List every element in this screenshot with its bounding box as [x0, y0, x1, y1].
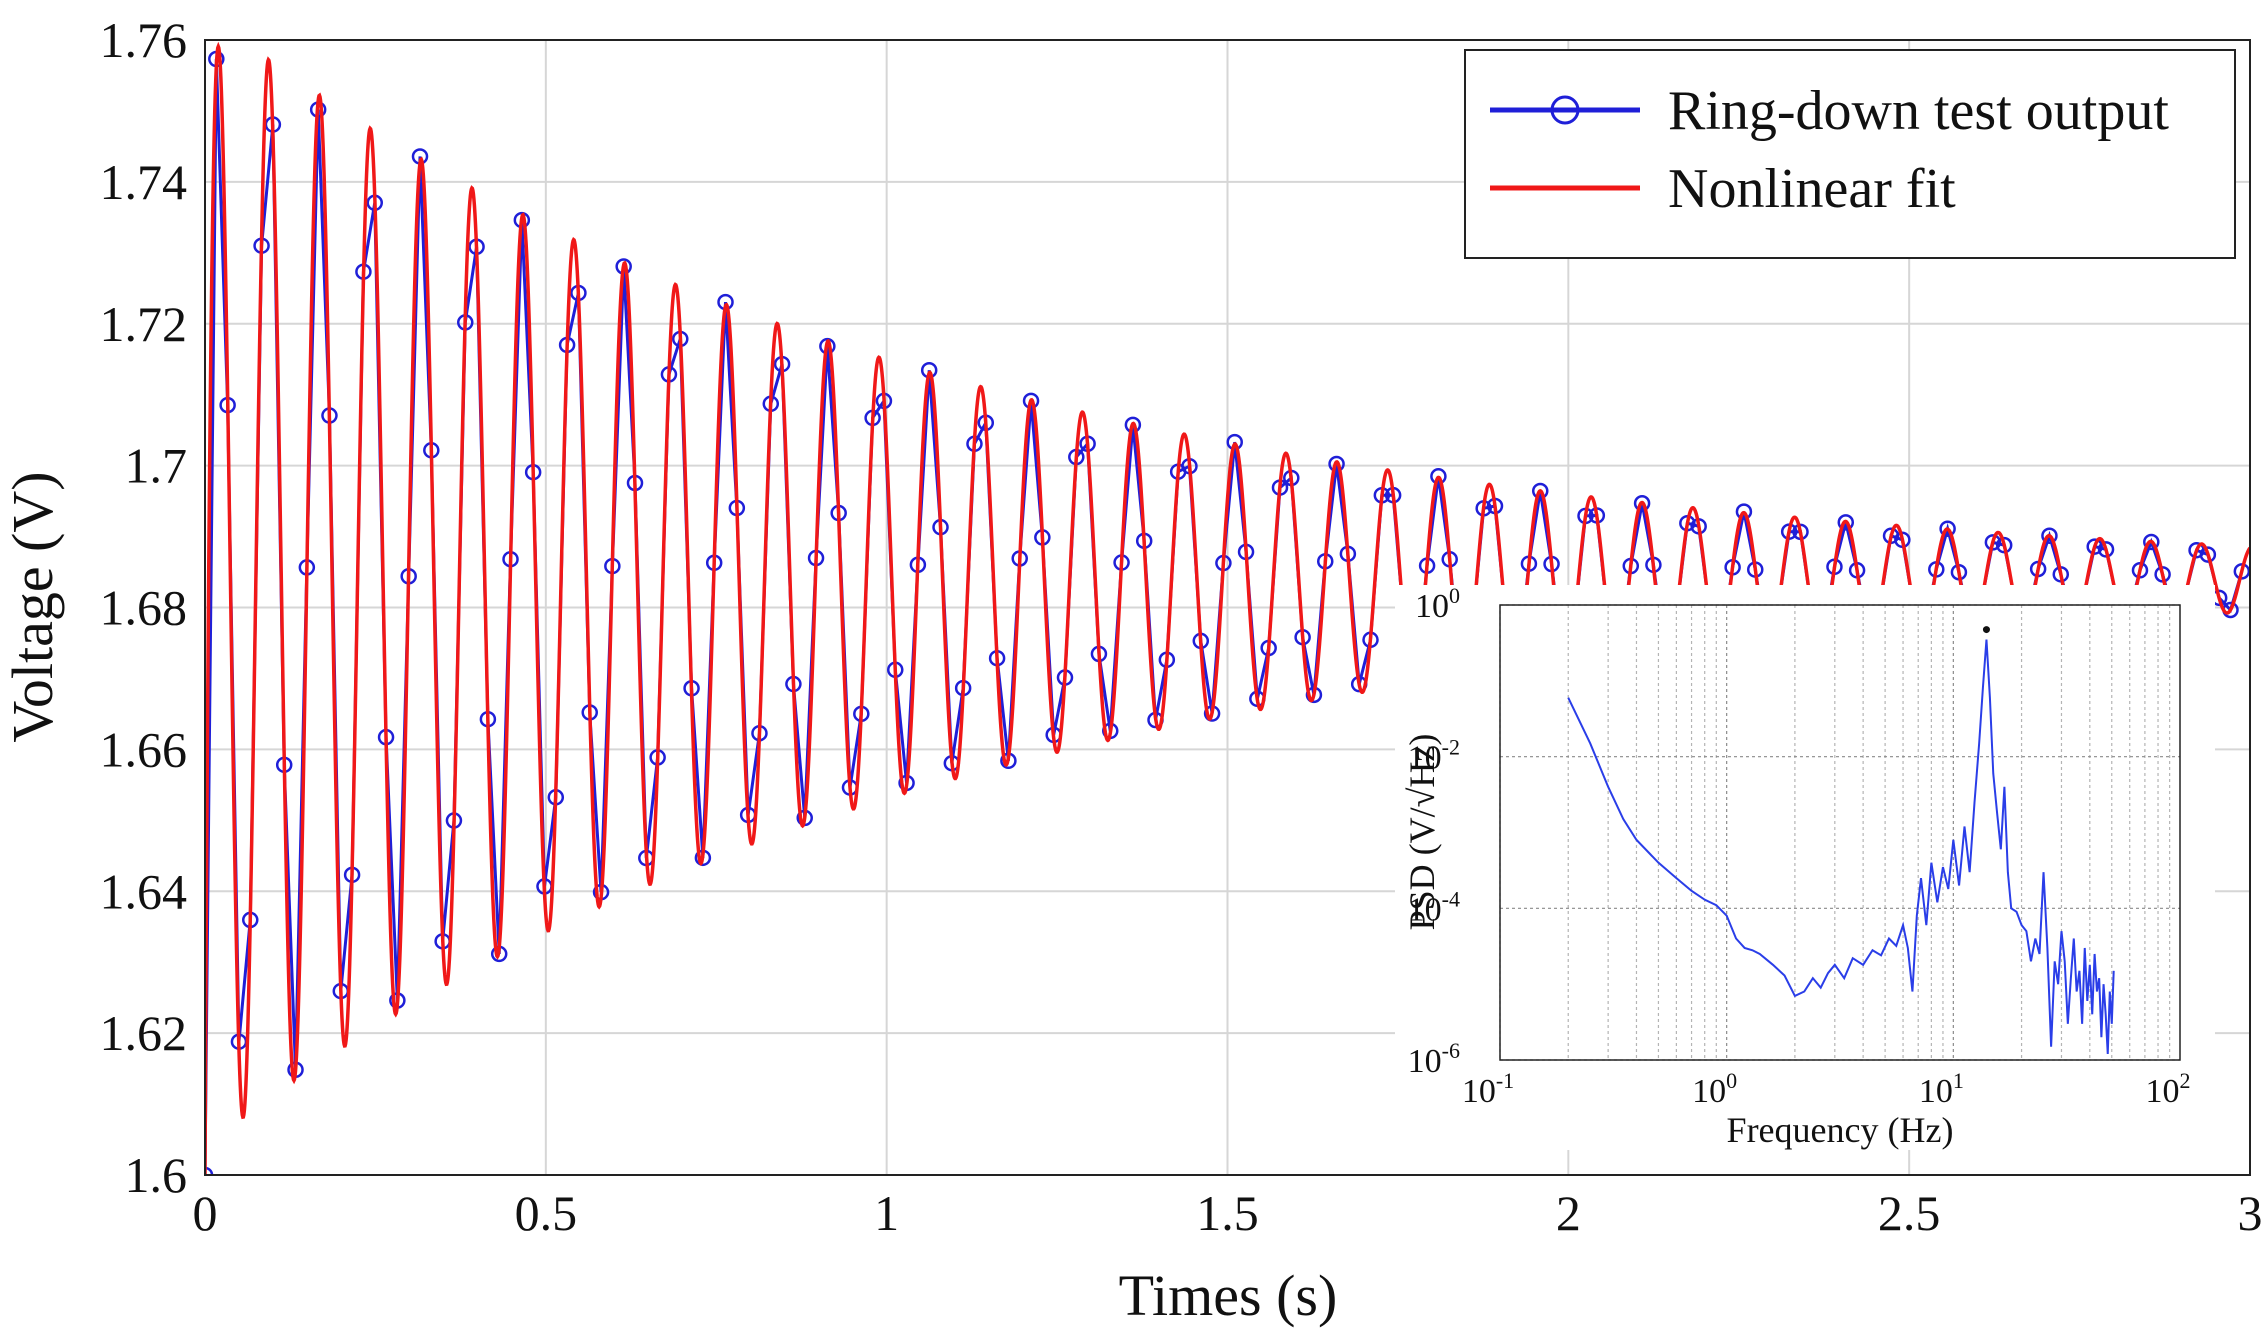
ring-down-sample-marker — [1735, 503, 1753, 520]
inset-x-tick-label: 101 — [1919, 1068, 1964, 1110]
legend-label-ring-down: Ring-down test output — [1668, 80, 2169, 142]
ring-down-sample-marker — [1328, 455, 1345, 473]
inset-x-tick-label: 10-1 — [1462, 1068, 1514, 1110]
inset-ticks: 10-1 100 101 102 10-6 10-4 10-2 100 — [1408, 583, 2191, 1110]
ring-down-sample-marker — [1124, 416, 1142, 434]
main-x-tick-label: 0.5 — [515, 1185, 578, 1241]
main-plot-frame — [204, 39, 2251, 1176]
main-y-tick-label: 1.76 — [100, 12, 188, 68]
ring-down-sample-marker — [819, 337, 836, 355]
ring-down-sample-marker — [2041, 527, 2058, 544]
ring-down-sample-marker — [1939, 520, 1956, 537]
ring-down-sample-marker — [2143, 533, 2160, 551]
ring-down-sample-marker — [2086, 538, 2103, 555]
inset-plot-frame — [1499, 604, 2181, 1061]
main-x-tick-label: 1.5 — [1196, 1185, 1259, 1241]
main-x-tick-label: 0 — [193, 1185, 218, 1241]
inset-x-tick-label: 100 — [1692, 1068, 1737, 1110]
main-x-tick-label: 2.5 — [1878, 1185, 1941, 1241]
ring-down-sample-marker — [1837, 514, 1855, 531]
inset-chart: 10-1 100 101 102 10-6 10-4 10-2 100 Frequency (… — [1395, 583, 2215, 1150]
legend-label-nonlinear-fit: Nonlinear fit — [1668, 158, 1956, 220]
inset-plot-area — [1500, 605, 2180, 1060]
main-y-tick-label: 1.62 — [100, 1005, 188, 1061]
inset-plot — [1567, 626, 2115, 1055]
inset-y-tick-label: 10-4 — [1408, 886, 1460, 928]
ring-down-sample-marker — [2199, 546, 2217, 563]
legend-marker-ring-down — [1550, 95, 1580, 125]
main-y-tick-label: 1.68 — [100, 580, 188, 636]
main-x-tick-label: 3 — [2238, 1185, 2263, 1241]
ring-down-sample-marker — [1430, 468, 1447, 485]
inset-y-tick-label: 10-6 — [1408, 1038, 1460, 1080]
main-ticks: 0 0.5 1 1.5 2 2.5 3 1.6 1.62 1.64 1.66 1.68 1.7 1.72 1… — [100, 12, 2263, 1241]
psd-peak-marker — [1982, 626, 1990, 634]
ring-down-sample-marker — [1022, 392, 1040, 410]
series-psd — [1567, 639, 2115, 1055]
ring-down-sample-marker — [1532, 482, 1549, 500]
inset-x-axis-label: Frequency (Hz) — [1727, 1110, 1954, 1150]
ring-down-sample-marker — [1984, 534, 2002, 551]
inset-y-tick-label: 10-2 — [1408, 735, 1460, 777]
inset-y-tick-label: 100 — [1415, 583, 1460, 625]
legend: Ring-down test output Nonlinear fit — [1464, 49, 2236, 259]
main-x-tick-label: 1 — [874, 1185, 899, 1241]
main-x-tick-label: 2 — [1556, 1185, 1581, 1241]
main-y-tick-label: 1.72 — [100, 296, 188, 352]
main-y-tick-label: 1.7 — [125, 438, 188, 494]
legend-box — [1464, 49, 2236, 259]
main-x-axis-label: Times (s) — [1119, 1263, 1338, 1328]
inset-x-tick-label: 102 — [2146, 1068, 2191, 1110]
main-y-tick-label: 1.74 — [100, 154, 188, 210]
main-y-tick-label: 1.64 — [100, 863, 188, 919]
main-y-tick-label: 1.6 — [125, 1147, 188, 1203]
ring-down-sample-marker — [1226, 433, 1243, 451]
psd-line — [1567, 639, 2115, 1055]
ring-down-sample-marker — [1633, 495, 1651, 512]
main-y-tick-label: 1.66 — [100, 721, 188, 777]
series-nonlinear-fit — [205, 41, 2250, 1175]
series-nonlinear-fit-line — [205, 41, 2250, 1175]
inset-y-axis-label: PSD (V/√Hz) — [1402, 734, 1442, 931]
main-y-axis-label: Voltage (V) — [0, 471, 65, 742]
